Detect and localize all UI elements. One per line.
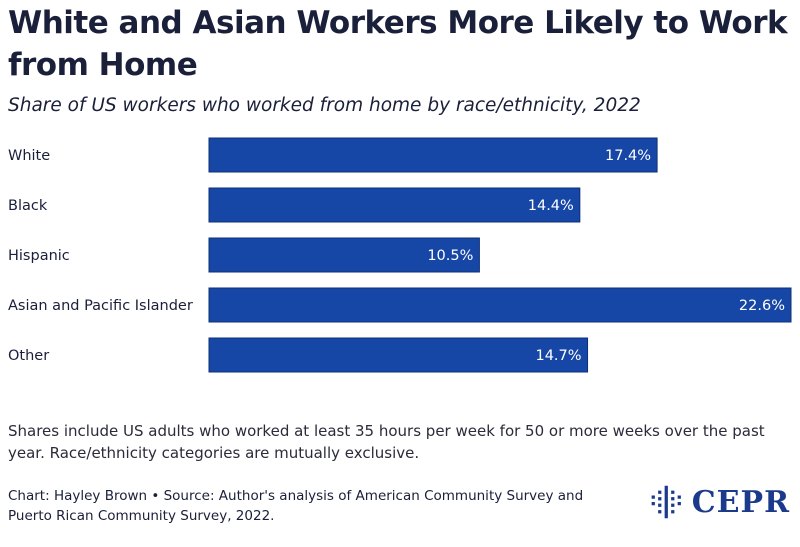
category-label: Other [8, 348, 49, 364]
bar-chart: White 17.4% Black 14.4% Hispanic 10.5% Asian a… [8, 137, 792, 373]
cepr-logo: CEPR [650, 478, 790, 526]
bar-value-label: 22.6% [739, 298, 785, 314]
bar [208, 187, 581, 223]
category-label: White [8, 148, 50, 164]
bar [208, 287, 792, 323]
chart-subtitle: Share of US workers who worked from home… [8, 95, 641, 116]
chart-credit: Chart: Hayley Brown • Source: Author's a… [8, 488, 584, 524]
chart-title: White and Asian Workers More Likely to W… [8, 5, 788, 83]
bar-value-label: 14.4% [528, 198, 574, 214]
bar-value-label: 17.4% [605, 148, 651, 164]
chart-note: Shares include US adults who worked at l… [8, 422, 765, 462]
bar [208, 237, 480, 273]
bar-value-label: 10.5% [427, 248, 473, 264]
category-label: Asian and Pacific Islander [8, 298, 193, 314]
category-label: Hispanic [8, 248, 70, 264]
bar [208, 137, 658, 173]
category-label: Black [8, 198, 48, 214]
bar-value-label: 14.7% [535, 348, 581, 364]
bar [208, 337, 589, 373]
cepr-logo-text: CEPR [691, 484, 790, 520]
cepr-logo-icon [651, 485, 681, 519]
